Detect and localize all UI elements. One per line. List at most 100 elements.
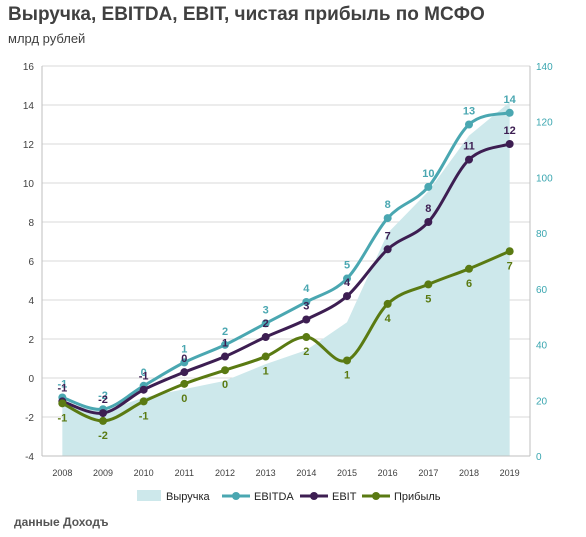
ebitda-point [343,274,351,283]
profit-data-label: -1 [139,410,149,422]
ebitda-data-label: 1 [181,343,187,355]
ebitda-point [465,120,473,129]
ebitda-point [261,319,270,328]
ebit-data-label: 8 [425,203,431,215]
profit-point [505,247,514,256]
y-tick-left: 10 [23,179,35,190]
profit-point [221,366,229,375]
ebitda-data-label: 13 [463,106,475,118]
ebit-point [99,409,107,418]
profit-point [180,379,189,388]
ebitda-data-label: 2 [222,326,228,338]
y-tick-left: 8 [28,218,34,229]
ebit-point [424,218,433,226]
ebitda-point [424,182,433,191]
ebit-point [221,352,229,361]
profit-point [99,416,107,425]
y-tick-right: 80 [536,229,548,240]
ebitda-data-label: -2 [98,390,108,402]
y-tick-left: 2 [28,335,34,346]
x-tick: 2010 [134,468,154,478]
ebit-point [383,245,392,254]
ebit-data-label: -1 [57,382,67,394]
x-tick: 2014 [296,468,316,478]
profit-point [465,264,473,273]
ebit-point [139,385,148,394]
profit-data-label: 6 [466,278,472,290]
source-note: данные Доходъ [14,515,109,529]
ebit-data-label: 11 [463,141,475,153]
ebitda-data-label: 14 [504,94,517,106]
profit-point [139,397,148,406]
y-tick-left: 0 [28,374,34,385]
y-tick-left: -2 [25,413,34,424]
revenue-area [62,102,510,456]
x-tick: 2016 [378,468,398,478]
y-tick-right: 0 [536,452,542,463]
legend-label-ebitda: EBITDA [254,491,294,503]
x-tick: 2017 [418,468,438,478]
ebitda-point [180,358,189,367]
profit-data-label: 7 [507,260,513,272]
ebit-data-label: 3 [303,301,309,313]
ebit-data-label: 7 [385,230,391,242]
legend-marker-ebit [310,492,318,500]
ebitda-data-label: 4 [303,283,310,295]
profit-data-label: -1 [57,412,67,424]
ebitda-point [505,108,514,117]
y-tick-right: 120 [536,118,553,129]
legend-label-revenue: Выручка [166,491,211,503]
profit-data-label: 1 [263,366,269,378]
y-tick-left: 6 [28,257,34,268]
ebitda-data-label: -1 [57,379,67,391]
ebit-data-label: 1 [222,338,228,350]
ebitda-data-label: 0 [141,367,147,379]
ebitda-data-label: 3 [263,304,269,316]
ebitda-data-label: 5 [344,260,350,272]
y-tick-left: 16 [23,62,35,73]
x-tick: 2012 [215,468,235,478]
x-tick: 2009 [93,468,113,478]
ebit-data-label: 4 [344,277,351,289]
ebitda-point [302,297,311,306]
y-tick-right: 100 [536,173,553,184]
profit-data-label: -2 [98,430,108,442]
y-tick-left: 12 [23,140,35,151]
ebit-point [302,315,311,324]
y-tick-right: 20 [536,396,548,407]
x-tick: 2008 [52,468,72,478]
profit-point [58,399,67,408]
y-tick-right: 40 [536,341,548,352]
profit-data-label: 0 [181,393,187,405]
profit-data-label: 5 [425,293,431,305]
ebit-data-label: -1 [139,371,149,383]
x-tick: 2015 [337,468,357,478]
y-tick-left: 4 [28,296,34,307]
x-tick: 2013 [256,468,276,478]
x-tick: 2018 [459,468,479,478]
ebit-point [465,155,473,164]
x-tick: 2011 [175,468,194,478]
ebit-point [180,368,189,377]
ebit-data-label: -2 [98,394,108,406]
profit-data-label: 1 [344,369,350,381]
y-tick-left: -4 [25,452,34,463]
ebit-point [261,333,270,342]
legend-marker-ebitda [232,492,240,500]
ebitda-data-label: 10 [422,168,434,180]
ebit-data-label: 2 [263,318,269,330]
legend-label-ebit: EBIT [332,491,357,503]
ebit-data-label: 12 [504,125,516,137]
ebitda-data-label: 8 [385,199,391,211]
ebitda-point [221,340,229,349]
x-tick: 2019 [500,468,520,478]
ebit-point [343,292,351,301]
profit-point [383,299,392,308]
legend-swatch-revenue [137,490,161,501]
profit-point [302,333,311,342]
profit-point [424,280,433,289]
y-tick-right: 60 [536,285,548,296]
profit-point [261,352,270,361]
profit-data-label: 0 [222,379,228,391]
